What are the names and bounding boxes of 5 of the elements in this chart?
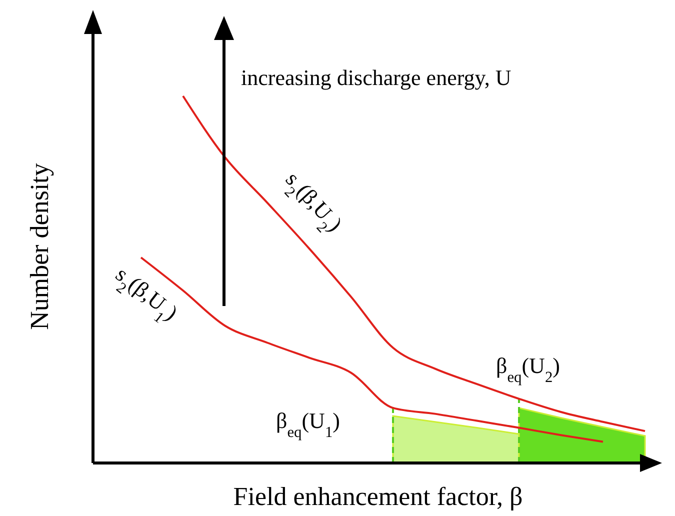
annotation: β$_{eq}$(U$_{1}$) <box>276 408 340 440</box>
y-axis-title: Number density <box>25 163 54 330</box>
x-axis-title: Field enhancement factor, β <box>233 482 523 511</box>
text: increasing discharge energy, U <box>241 65 512 90</box>
annotation: β$_{eq}$(U$_{2}$) <box>496 353 560 386</box>
